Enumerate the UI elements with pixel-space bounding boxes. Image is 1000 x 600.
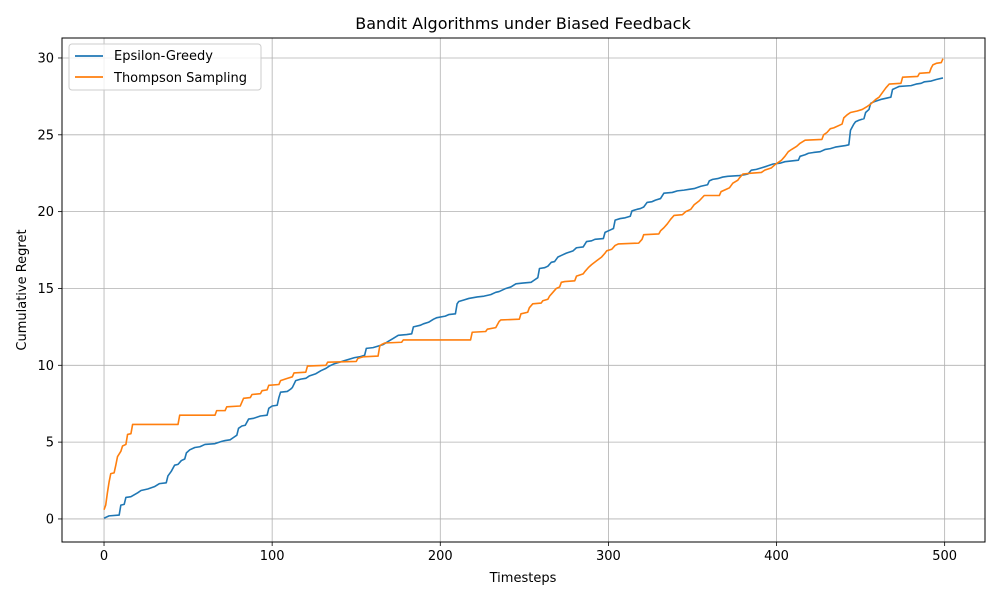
y-axis-ticks: 0 5 10 15 20 25 30 xyxy=(37,51,62,527)
legend-label-thompson-sampling: Thompson Sampling xyxy=(113,71,247,86)
y-tick-label: 20 xyxy=(37,205,54,220)
legend: Epsilon-Greedy Thompson Sampling xyxy=(68,43,262,91)
y-tick-label: 15 xyxy=(37,282,54,297)
legend-box xyxy=(68,43,262,91)
x-axis-ticks: 0 100 200 300 400 500 xyxy=(100,542,957,564)
legend-label-epsilon-greedy: Epsilon-Greedy xyxy=(114,49,213,64)
x-tick-label: 100 xyxy=(260,549,285,564)
series-line-epsilon-greedy xyxy=(103,77,944,519)
y-axis-label: Cumulative Regret xyxy=(15,229,30,350)
x-tick-label: 500 xyxy=(932,549,957,564)
y-tick-label: 5 xyxy=(46,436,54,451)
series-line-thompson-sampling xyxy=(103,58,944,511)
x-axis-label: Timesteps xyxy=(489,571,557,586)
x-tick-label: 300 xyxy=(596,549,621,564)
y-gridlines xyxy=(62,57,985,520)
y-tick-label: 0 xyxy=(46,512,54,527)
x-tick-label: 0 xyxy=(100,549,108,564)
chart-title: Bandit Algorithms under Biased Feedback xyxy=(355,14,691,33)
series-lines xyxy=(103,58,944,519)
x-tick-label: 400 xyxy=(764,549,789,564)
y-tick-label: 30 xyxy=(37,51,54,66)
x-tick-label: 200 xyxy=(428,549,453,564)
y-tick-label: 25 xyxy=(37,128,54,143)
plot-frame xyxy=(61,37,986,543)
y-tick-label: 10 xyxy=(37,359,54,374)
x-gridlines xyxy=(103,38,946,542)
